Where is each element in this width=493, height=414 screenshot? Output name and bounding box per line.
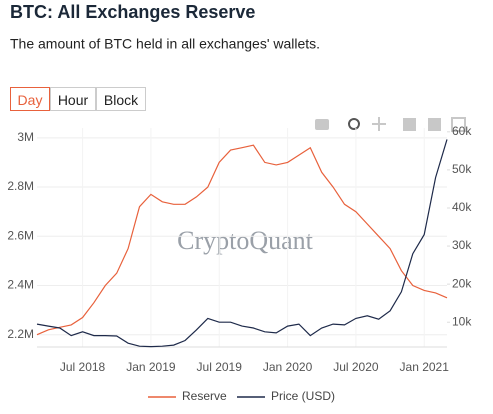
x-tick-label: Jan 2021 [400, 360, 450, 374]
x-tick-label: Jul 2018 [60, 360, 106, 374]
y-tick-label: 2.4M [7, 278, 34, 292]
legend-label: Price (USD) [271, 389, 335, 403]
chart-subtitle: The amount of BTC held in all exchanges'… [10, 36, 320, 52]
autoscale-icon[interactable] [451, 117, 466, 132]
y2-tick-label: 30k [452, 238, 472, 252]
y-tick-label: 3M [17, 130, 34, 144]
x-tick-label: Jan 2020 [263, 360, 313, 374]
y2-tick-label: 10k [452, 314, 472, 328]
x-tick-label: Jul 2020 [333, 360, 379, 374]
y-tick-label: 2.8M [7, 179, 34, 193]
x-tick-label: Jan 2019 [126, 360, 176, 374]
y2-tick-label: 50k [452, 162, 472, 176]
watermark: CryptoQuant [177, 226, 314, 255]
zoom-in-icon[interactable] [403, 118, 416, 131]
x-tick-label: Jul 2019 [197, 360, 243, 374]
y-tick-label: 2.2M [7, 327, 34, 341]
range-button[interactable]: Block [96, 87, 146, 111]
y-tick-label: 2.6M [7, 228, 34, 242]
toolbar [315, 117, 466, 132]
zoom-out-icon[interactable] [428, 118, 441, 131]
range-button[interactable]: Day [10, 87, 50, 111]
series-line [36, 144, 448, 336]
y2-tick-label: 40k [452, 200, 472, 214]
y2-tick-label: 20k [452, 276, 472, 290]
range-button[interactable]: Hour [50, 87, 96, 111]
chart-title: BTC: All Exchanges Reserve [10, 2, 255, 22]
y2-tick-label: 60k [452, 124, 472, 138]
legend-label: Reserve [182, 389, 227, 403]
zoom-icon[interactable] [348, 118, 360, 130]
camera-icon[interactable] [315, 119, 329, 130]
series-line [36, 139, 448, 348]
pan-icon[interactable] [372, 117, 386, 131]
